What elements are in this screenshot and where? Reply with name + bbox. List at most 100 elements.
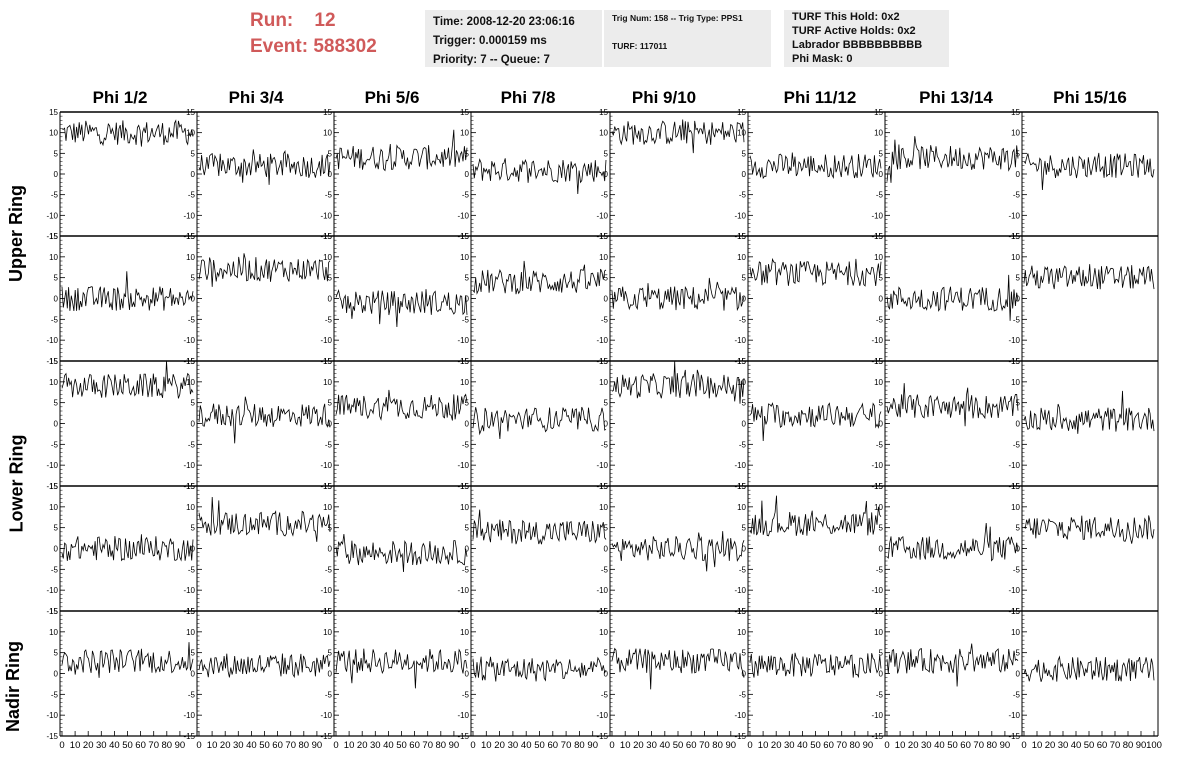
y-tick-label: -5 <box>876 565 884 574</box>
y-tick-label: 0 <box>465 670 470 679</box>
x-tick-label: 10 <box>620 740 631 751</box>
y-tick-label: -10 <box>734 336 746 345</box>
y-tick-label: 10 <box>874 378 883 387</box>
x-tick-label: 50 <box>122 740 133 751</box>
y-tick-label: -5 <box>1013 440 1021 449</box>
y-tick-label: 5 <box>465 399 470 408</box>
x-tick-label: 90 <box>726 740 737 751</box>
y-tick-label: -10 <box>457 711 469 720</box>
y-tick-label: 5 <box>328 524 333 533</box>
waveform-trace <box>198 396 331 444</box>
y-tick-label: -5 <box>1013 315 1021 324</box>
y-tick-label: -10 <box>457 336 469 345</box>
x-tick-label: 70 <box>285 740 296 751</box>
x-tick-label: 0 <box>470 740 475 751</box>
waveform-trace <box>61 360 194 399</box>
x-tick-label: 40 <box>521 740 532 751</box>
turf-active-holds: TURF Active Holds: 0x2 <box>792 25 916 37</box>
y-tick-label: -5 <box>325 191 333 200</box>
x-tick-label: 0 <box>59 740 64 751</box>
y-tick-label: -5 <box>462 690 470 699</box>
y-tick-label: 10 <box>49 503 58 512</box>
trigger-text: Trigger: 0.000159 ms <box>433 35 547 47</box>
x-tick-label: 60 <box>1097 740 1108 751</box>
waveform-trace <box>198 496 331 542</box>
y-tick-label: 0 <box>604 545 609 554</box>
y-tick-label: 0 <box>191 170 196 179</box>
y-tick-label: 0 <box>604 420 609 429</box>
y-tick-label: -5 <box>601 565 609 574</box>
y-tick-label: 15 <box>460 357 469 366</box>
y-tick-label: 5 <box>604 524 609 533</box>
waveform-trace <box>61 642 194 678</box>
y-tick-label: -10 <box>320 211 332 220</box>
y-tick-label: -10 <box>457 461 469 470</box>
y-tick-label: -10 <box>1008 336 1020 345</box>
x-tick-label: 0 <box>333 740 338 751</box>
waveform-trace <box>886 383 1019 427</box>
y-tick-label: -5 <box>325 690 333 699</box>
y-tick-label: -5 <box>876 315 884 324</box>
y-tick-label: 15 <box>1011 232 1020 241</box>
y-tick-label: 15 <box>874 108 883 117</box>
turf-this-hold: TURF This Hold: 0x2 <box>792 11 900 23</box>
x-tick-label: 80 <box>712 740 723 751</box>
y-tick-label: -5 <box>188 191 196 200</box>
y-tick-label: 0 <box>879 170 884 179</box>
column-header-phi-3-4: Phi 3/4 <box>228 88 284 107</box>
y-tick-label: 10 <box>599 378 608 387</box>
event-value: 588302 <box>313 36 377 57</box>
x-tick-label: 70 <box>148 740 159 751</box>
waveform-panel-r2-c0: -15 -10 -5 0 5 10 15 <box>46 357 197 491</box>
x-tick-label: 90 <box>1136 740 1147 751</box>
y-tick-label: 10 <box>323 378 332 387</box>
y-tick-label: 0 <box>328 170 333 179</box>
y-tick-label: 5 <box>1016 274 1021 283</box>
y-tick-label: 15 <box>1011 607 1020 616</box>
y-tick-label: -10 <box>596 336 608 345</box>
y-tick-label: -10 <box>596 211 608 220</box>
x-tick-label: 50 <box>673 740 684 751</box>
y-tick-label: 0 <box>465 170 470 179</box>
x-tick-label: 20 <box>908 740 919 751</box>
y-tick-label: -5 <box>325 440 333 449</box>
y-tick-label: 0 <box>54 545 59 554</box>
y-tick-label: -10 <box>734 586 746 595</box>
y-tick-label: 15 <box>460 607 469 616</box>
x-tick-label: 60 <box>272 740 283 751</box>
y-tick-label: 5 <box>742 399 747 408</box>
y-tick-label: 10 <box>460 253 469 262</box>
waveform-trace <box>61 271 194 312</box>
x-tick-label: 20 <box>83 740 94 751</box>
x-tick-label: 60 <box>823 740 834 751</box>
y-tick-label: -5 <box>876 440 884 449</box>
waveform-trace <box>1023 152 1155 191</box>
x-tick-label: 10 <box>895 740 906 751</box>
x-tick-label: 90 <box>449 740 460 751</box>
x-tick-label: 50 <box>259 740 270 751</box>
y-tick-label: 5 <box>604 399 609 408</box>
x-tick-label: 90 <box>587 740 598 751</box>
waveform-trace <box>472 406 607 440</box>
x-tick-label: 30 <box>508 740 519 751</box>
y-tick-label: -15 <box>46 482 58 491</box>
y-tick-label: 15 <box>737 357 746 366</box>
x-tick-label: 40 <box>246 740 257 751</box>
y-tick-label: -15 <box>46 357 58 366</box>
y-tick-label: 15 <box>599 108 608 117</box>
y-tick-label: 15 <box>323 357 332 366</box>
waveform-trace <box>749 495 882 537</box>
x-tick-label: 40 <box>797 740 808 751</box>
y-tick-label: 0 <box>879 545 884 554</box>
y-tick-label: 15 <box>49 108 58 117</box>
x-tick-label: 60 <box>960 740 971 751</box>
